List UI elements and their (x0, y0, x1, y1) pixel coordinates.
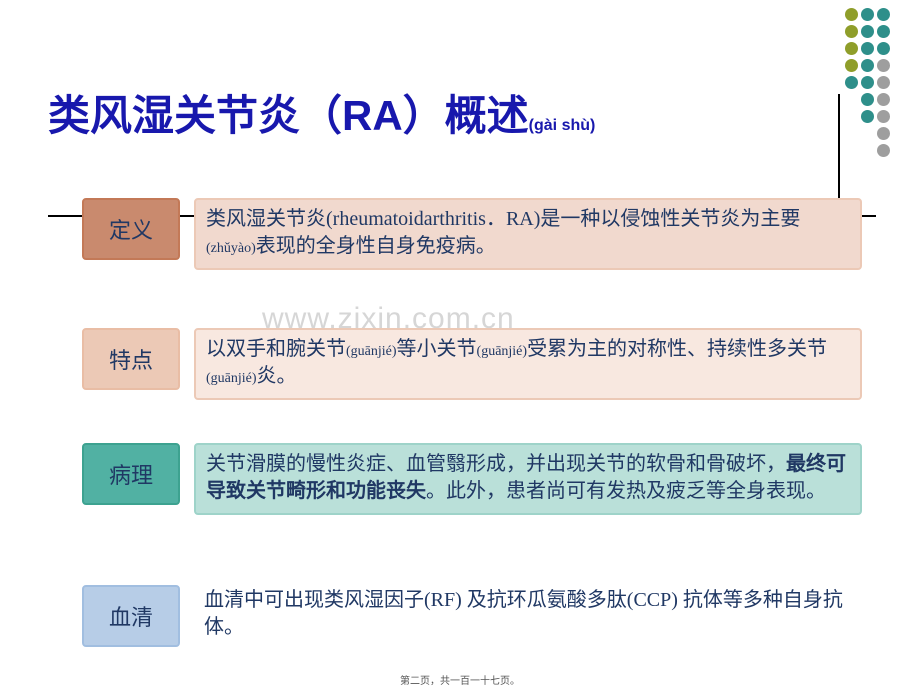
slide-title-pinyin: (gài shù) (529, 117, 596, 134)
serum-row: 血清 血清中可出现类风湿因子(RF) 及抗环瓜氨酸多肽(CCP) 抗体等多种自身… (82, 585, 862, 649)
slide-title: 类风湿关节炎（RA）概述 (48, 92, 529, 139)
definition-content: 类风湿关节炎(rheumatoidarthritis．RA)是一种以侵蚀性关节炎… (194, 198, 862, 270)
features-content: 以双手和腕关节(guānjié)等小关节(guānjié)受累为主的对称性、持续… (194, 328, 862, 400)
page-footer: 第二页，共一百一十七页。 (0, 672, 920, 687)
decorative-dots (842, 8, 890, 161)
slide-title-block: 类风湿关节炎（RA）概述(gài shù) (48, 82, 840, 143)
definition-label: 定义 (82, 198, 180, 260)
pathology-content: 关节滑膜的慢性炎症、血管翳形成，并出现关节的软骨和骨破坏，最终可导致关节畸形和功… (194, 443, 862, 515)
features-row: 特点 以双手和腕关节(guānjié)等小关节(guānjié)受累为主的对称性… (82, 328, 862, 400)
definition-row: 定义 类风湿关节炎(rheumatoidarthritis．RA)是一种以侵蚀性… (82, 198, 862, 270)
serum-content: 血清中可出现类风湿因子(RF) 及抗环瓜氨酸多肽(CCP) 抗体等多种自身抗体。 (194, 585, 862, 649)
pathology-label: 病理 (82, 443, 180, 505)
features-label: 特点 (82, 328, 180, 390)
serum-label: 血清 (82, 585, 180, 647)
pathology-row: 病理 关节滑膜的慢性炎症、血管翳形成，并出现关节的软骨和骨破坏，最终可导致关节畸… (82, 443, 862, 515)
